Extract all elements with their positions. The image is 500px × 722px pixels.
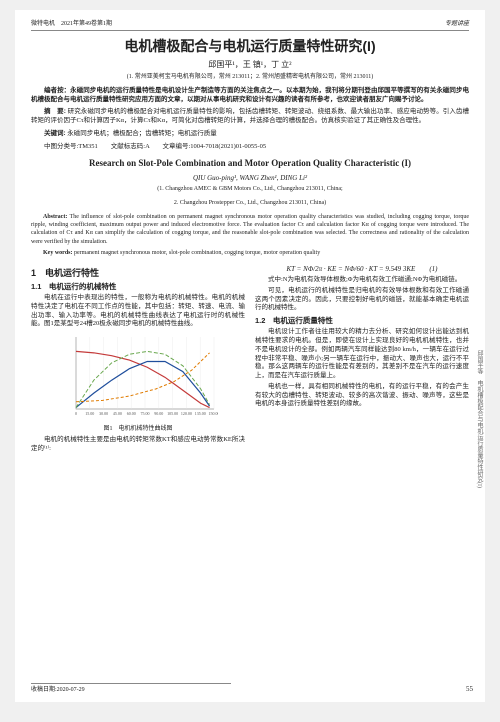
header-right: 专题讲座 <box>445 20 469 28</box>
affiliation-en-2: 2. Changzhou Prostepper Co., Ltd., Chang… <box>31 199 469 207</box>
footer-date: 收稿日期:2020-07-29 <box>31 683 231 694</box>
authors-cn: 邱国平¹，王 镇¹，丁 立² <box>31 60 469 71</box>
chart-svg: 0 15.00 30.00 45.00 60.00 75.00 90.00 105.00120… <box>58 333 218 423</box>
keywords-en-text: permanent magnet synchronous motor, slot… <box>74 250 320 256</box>
keywords-en-label: Key words: <box>43 250 73 256</box>
columns: 1 电机运行特性 1.1 电机运行的机械特性 电机在运行中表现出的特性，一般称为… <box>31 263 469 456</box>
side-tab: 邱国平等 电机槽极配合与电机运行质量特性研究(I) <box>473 350 483 488</box>
right-column: KT = NΦ/2π · KE = NΦ/60 · KT = 9.549 3KE… <box>255 263 469 456</box>
page: 微特电机 2021年第49卷第1期 专题讲座 电机槽极配合与电机运行质量特性研究… <box>15 10 485 702</box>
abstract-cn-label: 摘 要: <box>44 108 66 115</box>
header-row: 微特电机 2021年第49卷第1期 专题讲座 <box>31 20 469 31</box>
p2: 电机的机械特性主要是由电机的转矩常数KT和感应电动势常数KE所决定的⁽¹⁾: <box>31 436 245 454</box>
svg-text:45.00: 45.00 <box>113 411 122 416</box>
equation-1: KT = NΦ/2π · KE = NΦ/60 · KT = 9.549 3KE… <box>255 265 469 274</box>
svg-text:75.00: 75.00 <box>141 411 150 416</box>
keywords-cn-text: 永磁同步电机；槽极配合；齿槽转矩；电机运行质量 <box>67 130 217 137</box>
section-1-1: 1.1 电机运行的机械特性 <box>31 282 245 292</box>
abstract-cn-text: 研究永磁同步电机的槽极配合对电机运行质量特性的影响，包括齿槽转矩、转矩波动、绕组… <box>31 108 469 124</box>
svg-text:135.00: 135.00 <box>195 411 206 416</box>
left-column: 1 电机运行特性 1.1 电机运行的机械特性 电机在运行中表现出的特性，一般称为… <box>31 263 245 456</box>
editor-note: 编者按：永磁同步电机的运行质量特性是电机设计生产制造等方面的关注焦点之一。以本期… <box>31 87 469 105</box>
svg-text:30.00: 30.00 <box>99 411 108 416</box>
abstract-cn: 摘 要: 研究永磁同步电机的槽极配合对电机运行质量特性的影响，包括齿槽转矩、转矩… <box>31 108 469 126</box>
abstract-en-text: The influence of slot-pole combination o… <box>31 214 469 244</box>
r-p1: 式中:N为电机有效导体根数;Φ为电机有效工作磁通;NΦ为电机磁链。 <box>255 276 469 285</box>
svg-text:105.00: 105.00 <box>167 411 178 416</box>
editor-note-text: 编者按：永磁同步电机的运行质量特性是电机设计生产制造等方面的关注焦点之一。以本期… <box>31 87 469 103</box>
title-en: Research on Slot-Pole Combination and Mo… <box>31 157 469 169</box>
r-p3: 电机设计工作者往往用较大的精力去分析、研究如何设计出能达到机械特性要求的电机。但… <box>255 328 469 381</box>
svg-text:0: 0 <box>75 411 77 416</box>
affiliation-en-1: (1. Changzhou AMEC & GBM Motors Co., Ltd… <box>31 185 469 193</box>
section-1: 1 电机运行特性 <box>31 267 245 279</box>
affiliation-cn: (1. 常州亚美柯宝马电机有限公司，常州 213011；2. 常州旭盛精密电机有… <box>31 73 469 81</box>
meta-row: 中图分类号:TM351 文献标志码:A 文章编号:1004-7018(2021)… <box>31 143 469 152</box>
svg-text:120.00: 120.00 <box>181 411 192 416</box>
r-p4: 电机也一样，具有相同机械特性的电机，有的运行平稳，有的会产生有较大的齿槽特性、转… <box>255 383 469 409</box>
keywords-cn-label: 关键词: <box>44 130 66 137</box>
page-number: 55 <box>466 685 473 694</box>
abstract-en: Abstract: The influence of slot-pole com… <box>31 213 469 245</box>
header-left: 微特电机 2021年第49卷第1期 <box>31 20 112 28</box>
svg-text:150.00: 150.00 <box>209 411 219 416</box>
svg-text:60.00: 60.00 <box>127 411 136 416</box>
p1: 电机在运行中表现出的特性，一般称为电机的机械特性。电机的机械特性决定了电机在不同… <box>31 294 245 329</box>
authors-en: QIU Guo-ping¹, WANG Zhen¹, DING Li² <box>31 174 469 183</box>
section-1-2: 1.2 电机运行质量特性 <box>255 316 469 326</box>
title-cn: 电机槽极配合与电机运行质量特性研究(I) <box>31 37 469 56</box>
figure-1-caption: 图1 电机机械特性曲线图 <box>31 425 245 433</box>
keywords-en: Key words: permanent magnet synchronous … <box>31 249 469 257</box>
figure-1-chart: 0 15.00 30.00 45.00 60.00 75.00 90.00 105.00120… <box>58 333 218 423</box>
r-p2: 可见，电机运行的机械特性是归电机的有效导体根数和有效工作磁通这两个因素决定的。因… <box>255 287 469 313</box>
abstract-en-label: Abstract: <box>43 214 67 220</box>
svg-text:90.00: 90.00 <box>154 411 163 416</box>
keywords-cn: 关键词: 永磁同步电机；槽极配合；齿槽转矩；电机运行质量 <box>31 130 469 139</box>
svg-text:15.00: 15.00 <box>85 411 94 416</box>
